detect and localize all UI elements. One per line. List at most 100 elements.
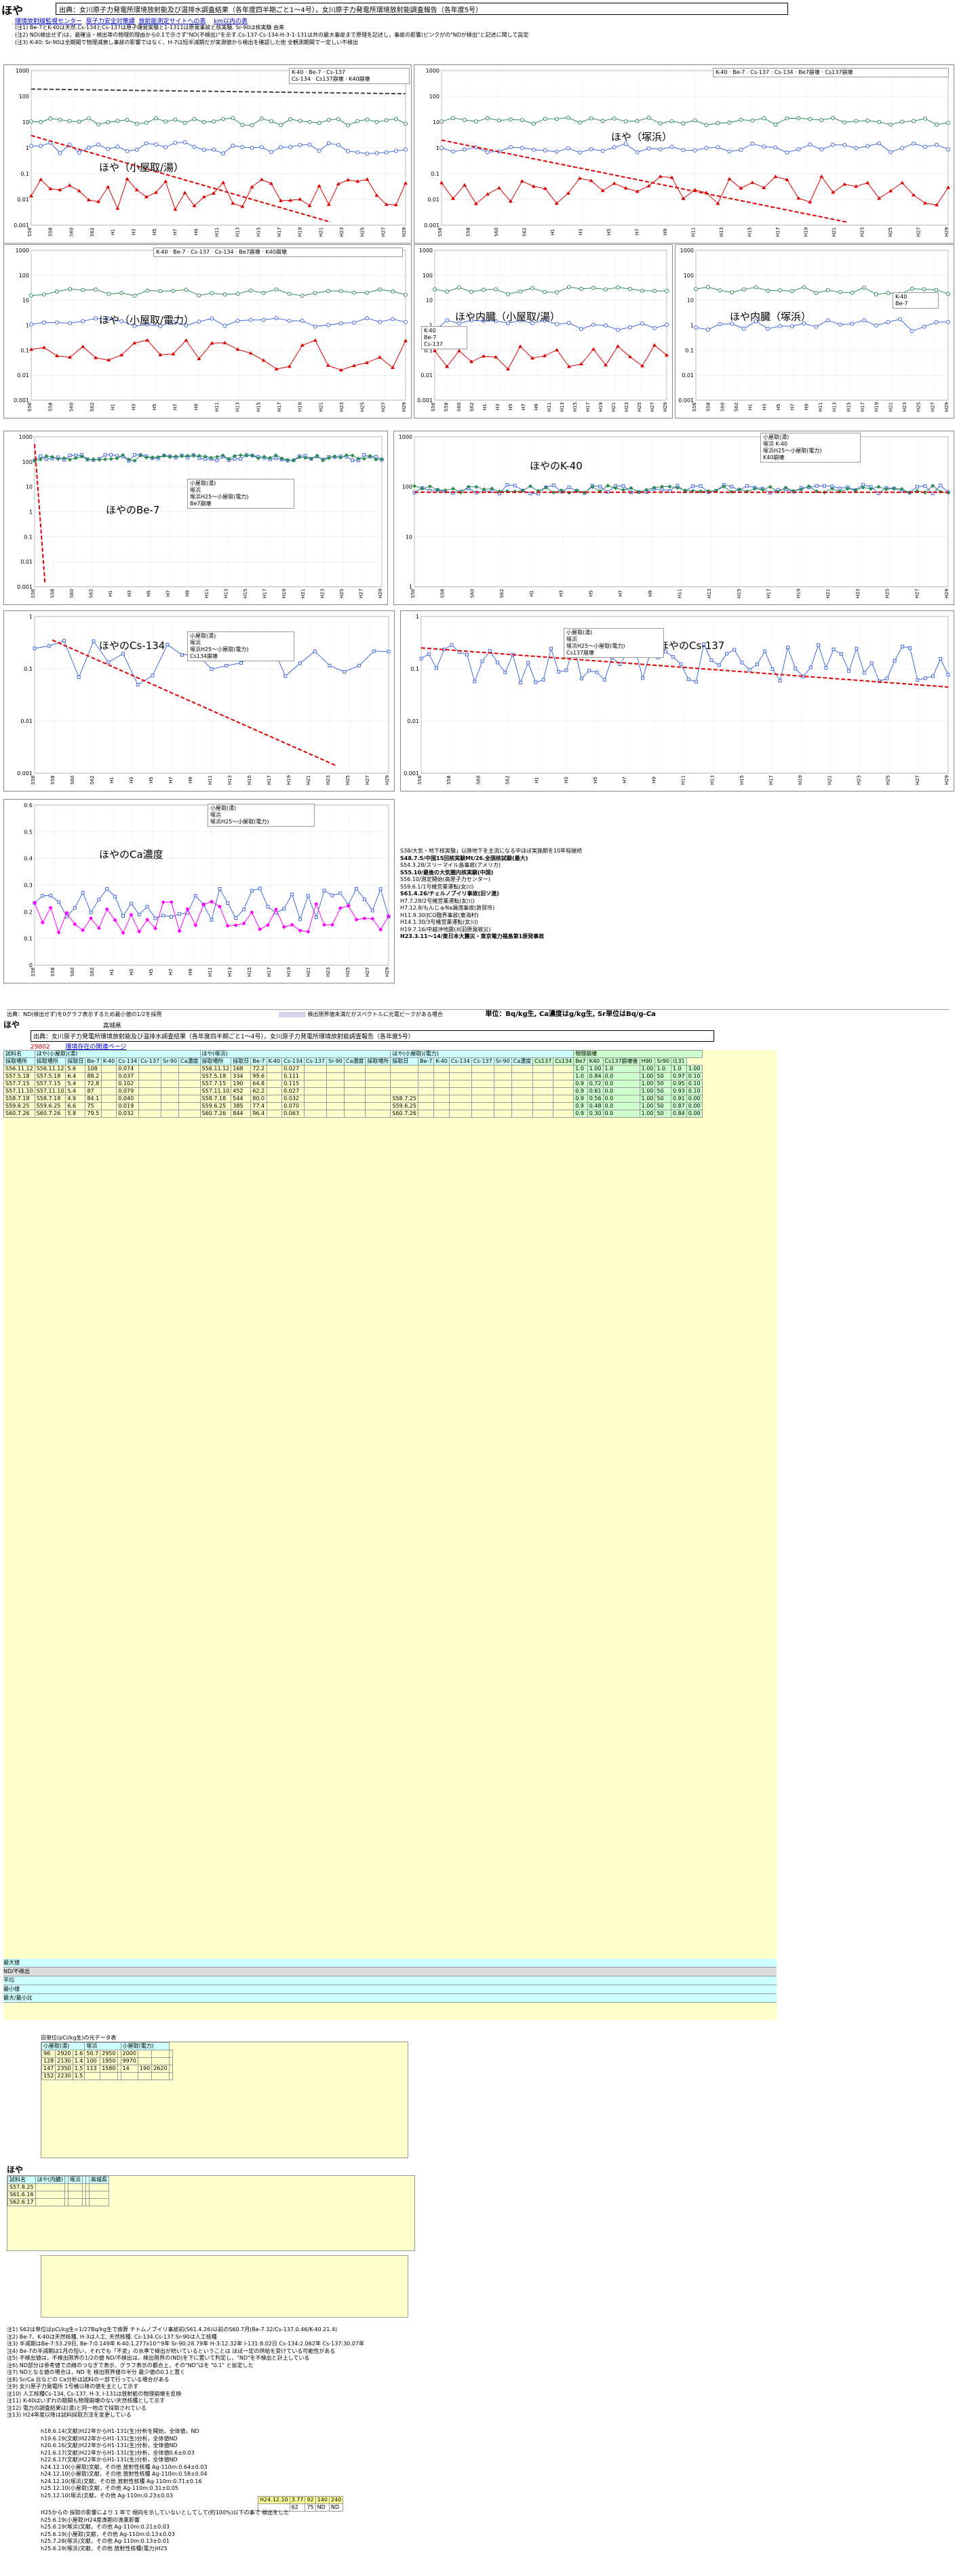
x-tick-label: H25 bbox=[345, 967, 351, 977]
data-point bbox=[750, 118, 755, 123]
data-point bbox=[705, 327, 710, 332]
table-cell: 1.00 bbox=[587, 1065, 604, 1073]
table-cell: 96 bbox=[41, 2050, 56, 2058]
table-cell bbox=[168, 2050, 173, 2058]
x-tick-label: H27 bbox=[365, 967, 370, 977]
decay-line bbox=[31, 88, 406, 95]
data-point bbox=[150, 455, 155, 460]
data-point bbox=[231, 143, 235, 148]
table-cell: 0.30 bbox=[587, 1110, 604, 1118]
x-tick-label: H7 bbox=[618, 590, 623, 597]
table-cell bbox=[168, 2057, 173, 2065]
x-tick-label: H5 bbox=[149, 777, 154, 783]
footnote-line: 注6) ND部分は参考値で点線のつなぎで表示．グラフ表示の都合上，その"ND"は… bbox=[7, 2362, 254, 2368]
data-point bbox=[42, 292, 47, 297]
data-point bbox=[133, 453, 137, 457]
table-cell bbox=[266, 1102, 283, 1110]
data-point bbox=[238, 453, 243, 458]
table-cell: 72.8 bbox=[85, 1080, 102, 1088]
data-point bbox=[443, 488, 448, 492]
data-point bbox=[543, 290, 547, 294]
data-point bbox=[338, 321, 343, 326]
table-cell: 108 bbox=[85, 1065, 102, 1073]
data-point bbox=[582, 490, 587, 495]
data-point bbox=[298, 929, 302, 933]
table-cell bbox=[304, 1095, 327, 1103]
decay-line bbox=[421, 647, 949, 688]
data-point bbox=[861, 485, 865, 490]
table-cell: 240 bbox=[328, 2496, 344, 2504]
table-cell bbox=[532, 1080, 554, 1088]
decay-line bbox=[52, 639, 336, 766]
table-cell bbox=[471, 1080, 494, 1088]
table-cell bbox=[100, 1072, 117, 1080]
table-cell bbox=[304, 1072, 327, 1080]
x-tick-label: H29 bbox=[402, 227, 407, 237]
data-point bbox=[161, 900, 165, 905]
data-point bbox=[590, 484, 595, 489]
table-cell: 6.4 bbox=[65, 1072, 86, 1080]
x-tick-label: S60 bbox=[70, 967, 75, 976]
table-cell bbox=[418, 1102, 435, 1110]
data-point bbox=[351, 290, 356, 295]
data-point bbox=[770, 667, 775, 671]
data-point bbox=[557, 669, 561, 674]
link-safety-division[interactable]: 原子力安全対策課 bbox=[85, 18, 135, 25]
data-point bbox=[778, 288, 782, 293]
x-tick-label: H11 bbox=[547, 402, 552, 412]
data-point bbox=[307, 142, 312, 147]
table-cell bbox=[35, 2183, 65, 2191]
data-point bbox=[106, 147, 111, 151]
table-cell bbox=[258, 2503, 290, 2512]
table-cell: 99.6 bbox=[250, 1072, 267, 1080]
footnote-line: 注2) Be-7、K-40は天然核種, H-3は人工, 天然核種. Cs-134… bbox=[7, 2333, 217, 2340]
table-cell bbox=[365, 1072, 391, 1080]
data-point bbox=[628, 286, 632, 291]
data-point bbox=[250, 184, 254, 189]
data-point bbox=[589, 116, 593, 121]
data-point bbox=[613, 486, 618, 490]
data-point bbox=[665, 288, 669, 293]
data-point bbox=[567, 485, 571, 489]
x-tick-label: H11 bbox=[204, 589, 210, 598]
data-point bbox=[79, 454, 84, 459]
table-cell: 50 bbox=[655, 1080, 671, 1088]
link-km-table[interactable]: km以内の表 bbox=[213, 18, 248, 25]
data-point bbox=[279, 145, 283, 150]
column-header: I131 bbox=[670, 1057, 687, 1066]
data-point bbox=[931, 674, 935, 678]
data-point bbox=[215, 454, 220, 459]
table-cell bbox=[433, 1110, 450, 1118]
data-point bbox=[923, 201, 928, 205]
table-cell bbox=[151, 2072, 170, 2080]
table-cell: 50 bbox=[655, 1110, 671, 1118]
table-cell: 1.4 bbox=[72, 2057, 85, 2065]
data-point bbox=[946, 185, 950, 189]
x-tick-label: H13 bbox=[719, 227, 724, 237]
data-point bbox=[931, 484, 935, 488]
data-point bbox=[126, 457, 131, 462]
data-point bbox=[355, 119, 360, 123]
data-point bbox=[290, 893, 294, 897]
column-header: Ca濃度 bbox=[511, 1057, 534, 1066]
data-point bbox=[646, 115, 651, 120]
footnote-line: 注11) K-40はいずれの期間も物理崩壊のない天然核種として示す bbox=[7, 2398, 165, 2404]
x-tick-label: H9 bbox=[193, 229, 199, 235]
table-cell: 190 bbox=[137, 2065, 153, 2073]
data-point bbox=[29, 144, 33, 149]
data-point bbox=[839, 652, 843, 656]
x-tick-label: H11 bbox=[208, 967, 213, 977]
link-monitoring-center[interactable]: 環境放射線監視センター bbox=[15, 18, 83, 25]
data-point bbox=[612, 116, 617, 121]
data-point bbox=[144, 195, 149, 199]
link-related-page[interactable]: 環境存在の関連ページ bbox=[65, 1044, 127, 1051]
data-point bbox=[119, 319, 124, 324]
data-point bbox=[877, 196, 882, 200]
link-radiation-site[interactable]: 放射能測定サイトへの表 bbox=[138, 18, 206, 25]
data-point bbox=[134, 147, 139, 152]
x-tick-label: H1 bbox=[111, 404, 116, 410]
data-point bbox=[47, 644, 52, 648]
data-point bbox=[506, 292, 510, 296]
data-point bbox=[916, 678, 920, 682]
